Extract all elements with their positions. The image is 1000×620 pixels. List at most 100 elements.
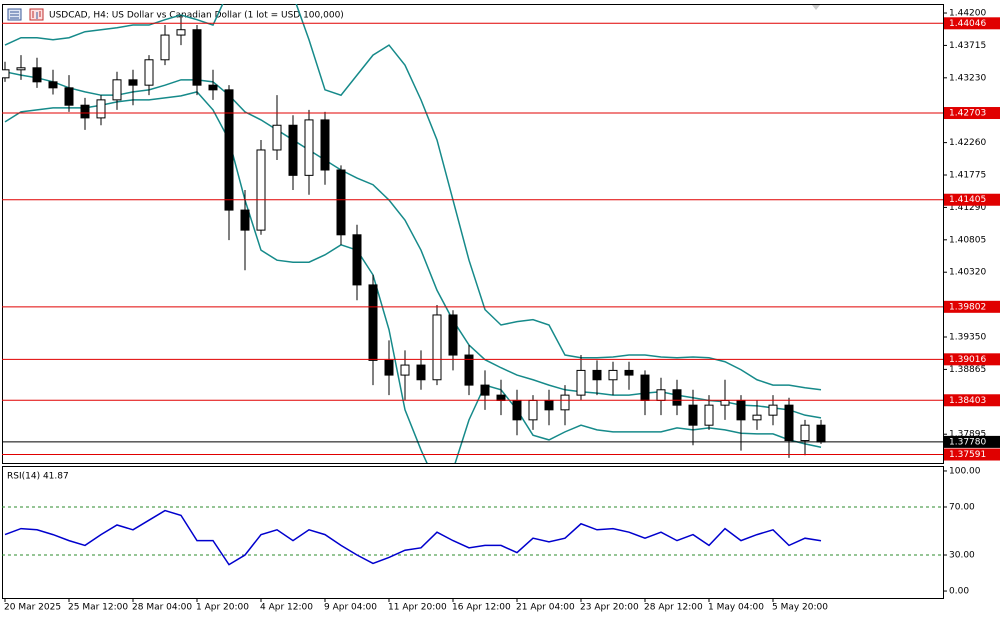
candle-body	[80, 104, 90, 119]
candle-body	[64, 87, 74, 106]
main-pane	[2, 4, 944, 464]
candle-body	[640, 374, 650, 401]
candle-body	[160, 34, 170, 61]
rsi-plot	[2, 506, 943, 566]
x-tick-label: 9 Apr 04:00	[324, 603, 377, 613]
y-tick-label: 1.41775	[949, 171, 986, 181]
rsi-y-tick-label: 100.00	[949, 466, 981, 476]
level-label-box	[944, 394, 1000, 407]
candle-body	[176, 29, 186, 36]
scroll-marker	[812, 5, 820, 10]
candle-body	[624, 369, 634, 376]
candle-body	[752, 414, 762, 421]
candle-body	[464, 354, 474, 386]
level-label: 1.39016	[949, 355, 986, 365]
candle-body	[800, 424, 810, 442]
x-tick-label: 5 May 20:00	[772, 603, 828, 613]
y-tick-label: 1.39350	[949, 333, 986, 343]
level-label: 1.42703	[949, 109, 986, 119]
x-tick-label: 21 Apr 04:00	[516, 603, 575, 613]
candle-body	[512, 399, 522, 421]
band-upper	[4, 4, 822, 391]
x-tick-label: 23 Apr 20:00	[580, 603, 639, 613]
level-label: 1.39802	[949, 302, 986, 312]
level-label: 1.38403	[949, 396, 986, 406]
candle-body	[320, 119, 330, 171]
candle-body	[416, 364, 426, 381]
level-label-box	[944, 448, 1000, 461]
candle-body	[208, 84, 218, 91]
x-tick-label: 16 Apr 12:00	[452, 603, 511, 613]
candle-body	[784, 404, 794, 442]
candle-body	[720, 399, 730, 406]
x-tick-label: 28 Apr 12:00	[644, 603, 703, 613]
level-label: 1.44046	[949, 19, 986, 29]
x-tick-label: 1 May 04:00	[708, 603, 764, 613]
candle-body	[384, 359, 394, 376]
y-tick-label: 1.37895	[949, 430, 986, 440]
y-tick-label: 1.41290	[949, 203, 986, 213]
candle-body	[816, 424, 826, 443]
main-plot	[2, 4, 943, 463]
candle-body	[432, 314, 442, 381]
band-lower	[4, 91, 822, 463]
candle-body	[656, 389, 666, 401]
candle-body	[192, 29, 202, 86]
rsi-pane	[2, 466, 944, 599]
candle-body	[256, 149, 266, 231]
current-price-label: 1.37780	[949, 437, 986, 447]
chart-title: USDCAD, H4: US Dollar vs Canadian Dollar…	[49, 11, 344, 21]
y-tick-label: 1.43715	[949, 41, 986, 51]
rsi-title: RSI(14) 41.87	[7, 472, 69, 482]
candle-body	[704, 404, 714, 426]
candle-body	[496, 394, 506, 401]
x-tick-label: 20 Mar 2025	[4, 603, 61, 613]
candle-body	[480, 384, 490, 396]
level-label-box	[944, 107, 1000, 120]
current-price-box	[944, 435, 1000, 448]
x-tick-label: 11 Apr 20:00	[388, 603, 447, 613]
level-label-box	[944, 17, 1000, 30]
candle-body	[352, 234, 362, 286]
candle-body	[736, 399, 746, 421]
candle-body	[560, 394, 570, 411]
y-tick-label: 1.42260	[949, 138, 986, 148]
rsi-y-tick-label: 30.00	[949, 551, 975, 561]
rsi-line	[4, 509, 822, 566]
candle-body	[592, 369, 602, 381]
candle-body	[768, 404, 778, 416]
x-tick-label: 1 Apr 20:00	[196, 603, 249, 613]
candle-body	[128, 79, 138, 86]
y-tick-label: 1.43230	[949, 73, 986, 83]
y-tick-label: 1.38865	[949, 365, 986, 375]
candle-body	[32, 67, 42, 83]
band-middle	[4, 71, 822, 419]
candle-body	[528, 399, 538, 421]
candle-body	[48, 81, 58, 89]
y-tick-label: 1.40320	[949, 268, 986, 278]
candle-body	[672, 389, 682, 406]
x-tick-label: 28 Mar 04:00	[132, 603, 192, 613]
candle-body	[288, 124, 298, 176]
x-tick-label: 25 Mar 12:00	[68, 603, 128, 613]
candle-body	[96, 99, 106, 119]
candle-body	[112, 79, 122, 101]
level-label: 1.41405	[949, 195, 986, 205]
level-label-box	[944, 193, 1000, 206]
candle-body	[544, 399, 554, 411]
candle-body	[224, 89, 234, 211]
axes: 1.44200 1.43715 1.43230 1.42260 1.41775 1.412…	[4, 9, 1000, 613]
level-label-box	[944, 300, 1000, 313]
candle-body	[368, 284, 378, 361]
candle-body	[144, 59, 154, 86]
level-label-box	[944, 353, 1000, 366]
candle-body	[336, 169, 346, 236]
candle-body	[608, 369, 618, 381]
candle-body	[576, 369, 586, 396]
y-tick-label: 1.40805	[949, 235, 986, 245]
candle-body	[16, 67, 26, 71]
candle-body	[240, 209, 250, 231]
candle-body	[2, 69, 10, 79]
